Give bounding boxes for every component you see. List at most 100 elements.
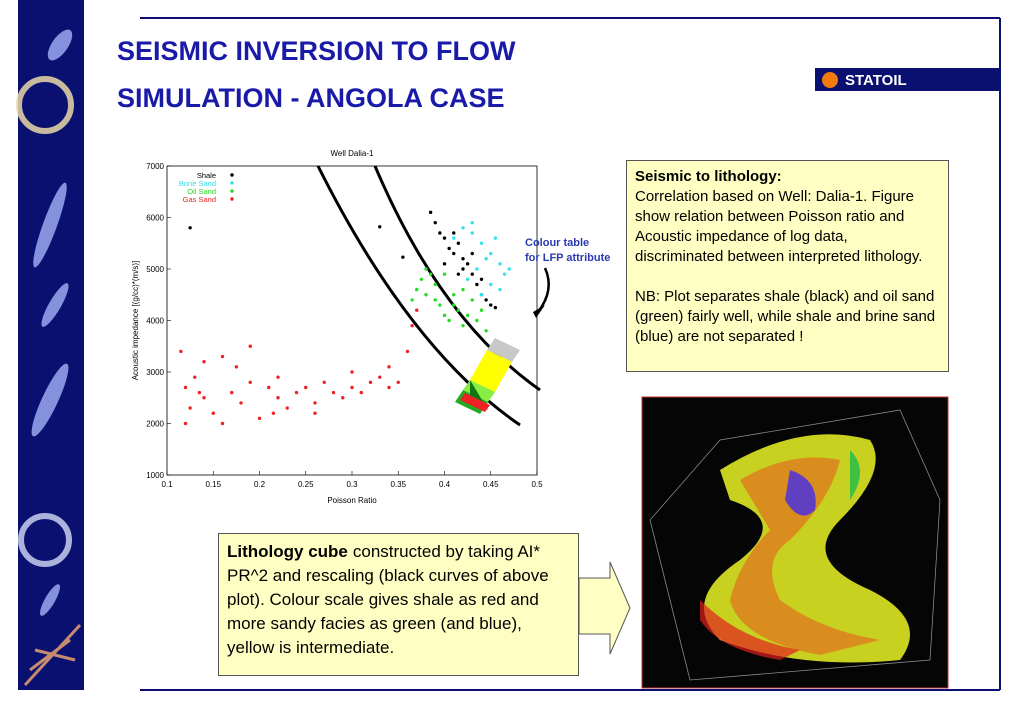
scatter-chart: Well Dalia-1 Poisson Ratio Acoustic impeda… bbox=[131, 149, 610, 505]
scatter-point bbox=[452, 236, 456, 240]
title-line: SEISMIC INVERSION TO FLOW bbox=[117, 36, 516, 66]
legend-marker bbox=[230, 181, 234, 185]
scatter-point bbox=[452, 293, 456, 297]
annotation-text: for LFP attribute bbox=[525, 252, 610, 264]
scatter-point bbox=[461, 267, 465, 271]
scatter-point bbox=[479, 241, 484, 245]
annotation-arrow bbox=[537, 267, 550, 313]
scatter-point bbox=[234, 365, 239, 369]
scatter-point bbox=[359, 390, 363, 395]
x-tick-label: 0.45 bbox=[483, 480, 499, 489]
scatter-point bbox=[470, 231, 474, 235]
scatter-point bbox=[387, 385, 391, 390]
x-tick-label: 0.2 bbox=[254, 480, 266, 489]
scatter-point bbox=[452, 231, 456, 235]
scatter-point bbox=[230, 390, 234, 395]
legend-marker bbox=[230, 197, 234, 201]
cube-text: constructed by taking AI* PR^2 and resca… bbox=[227, 542, 549, 657]
cube-bold: Lithology cube bbox=[227, 542, 348, 561]
scatter-point bbox=[248, 344, 252, 348]
x-tick-label: 0.35 bbox=[390, 480, 406, 489]
scatter-point bbox=[387, 365, 391, 369]
scatter-point bbox=[378, 375, 382, 379]
scatter-point bbox=[456, 272, 461, 276]
logo-flame bbox=[822, 72, 838, 88]
scatter-point bbox=[447, 246, 451, 251]
scatter-point bbox=[452, 251, 456, 256]
scatter-point bbox=[276, 396, 280, 400]
scatter-point bbox=[498, 262, 502, 266]
scatter-point bbox=[248, 380, 252, 384]
legend-label: Brine Sand bbox=[179, 179, 216, 188]
x-tick-label: 0.1 bbox=[161, 480, 173, 489]
scatter-point bbox=[285, 406, 289, 410]
scatter-point bbox=[479, 277, 484, 281]
scatter-point bbox=[271, 411, 276, 415]
legend-marker bbox=[230, 173, 234, 177]
scatter-point bbox=[442, 313, 447, 318]
logo-bar bbox=[815, 68, 1000, 91]
scatter-point bbox=[456, 241, 461, 245]
scatter-point bbox=[442, 272, 447, 276]
y-axis-label: Acoustic impedance [(g/cc)*(m/s)] bbox=[131, 261, 140, 381]
scatter-point bbox=[257, 416, 262, 421]
scatter-point bbox=[424, 293, 428, 297]
scatter-point bbox=[419, 277, 424, 281]
scatter-point bbox=[461, 323, 465, 328]
x-tick-label: 0.25 bbox=[298, 480, 314, 489]
scatter-point bbox=[438, 231, 442, 235]
scatter-point bbox=[484, 298, 488, 302]
scatter-point bbox=[433, 282, 437, 287]
scatter-point bbox=[197, 390, 202, 395]
logo-text: STATOIL bbox=[845, 72, 907, 89]
colour-table bbox=[455, 338, 520, 414]
scatter-point bbox=[188, 406, 192, 410]
scatter-point bbox=[415, 287, 419, 292]
note-heading: Seismic to lithology: bbox=[635, 168, 782, 185]
x-axis-label: Poisson Ratio bbox=[327, 496, 377, 505]
scatter-point bbox=[179, 349, 183, 354]
plot-frame bbox=[166, 165, 538, 476]
scatter-point bbox=[202, 360, 206, 364]
x-tick-label: 0.4 bbox=[439, 480, 451, 489]
scatter-point bbox=[313, 411, 317, 415]
scatter-point bbox=[294, 390, 299, 395]
x-tick-label: 0.3 bbox=[346, 480, 358, 489]
y-tick-label: 4000 bbox=[146, 317, 164, 326]
scatter-point bbox=[442, 236, 447, 240]
scatter-point bbox=[498, 287, 502, 292]
legend-label: Gas Sand bbox=[183, 195, 216, 204]
x-tick-label: 0.5 bbox=[531, 480, 543, 489]
lfp-curve bbox=[316, 165, 521, 427]
legend-label: Oil Sand bbox=[187, 187, 216, 196]
scatter-point bbox=[507, 267, 511, 271]
annotation-text: Colour table bbox=[525, 237, 589, 249]
side-strip bbox=[18, 0, 84, 690]
scatter-point bbox=[465, 313, 470, 318]
scatter-point bbox=[479, 293, 484, 297]
scatter-point bbox=[378, 225, 382, 229]
fossil-decor bbox=[16, 29, 82, 687]
scatter-point bbox=[276, 375, 280, 379]
scatter-point bbox=[489, 282, 493, 287]
legend-marker bbox=[230, 189, 234, 193]
scatter-point bbox=[183, 385, 188, 390]
scatter-point bbox=[428, 210, 433, 215]
scatter-point bbox=[350, 385, 354, 390]
scatter-point bbox=[322, 380, 326, 384]
annotation-arrowhead bbox=[533, 305, 545, 318]
scatter-point bbox=[193, 375, 197, 379]
scatter-point bbox=[489, 303, 493, 307]
scatter-point bbox=[484, 329, 488, 333]
y-tick-label: 1000 bbox=[146, 471, 164, 480]
scatter-point bbox=[465, 277, 470, 281]
cube-render bbox=[649, 409, 941, 681]
scatter-point bbox=[484, 257, 488, 261]
scatter-point bbox=[489, 251, 493, 256]
scatter-point bbox=[188, 226, 192, 230]
note-paragraph: Correlation based on Well: Dalia-1. Figu… bbox=[635, 188, 923, 265]
scatter-point bbox=[220, 421, 225, 426]
scatter-point bbox=[220, 354, 225, 359]
